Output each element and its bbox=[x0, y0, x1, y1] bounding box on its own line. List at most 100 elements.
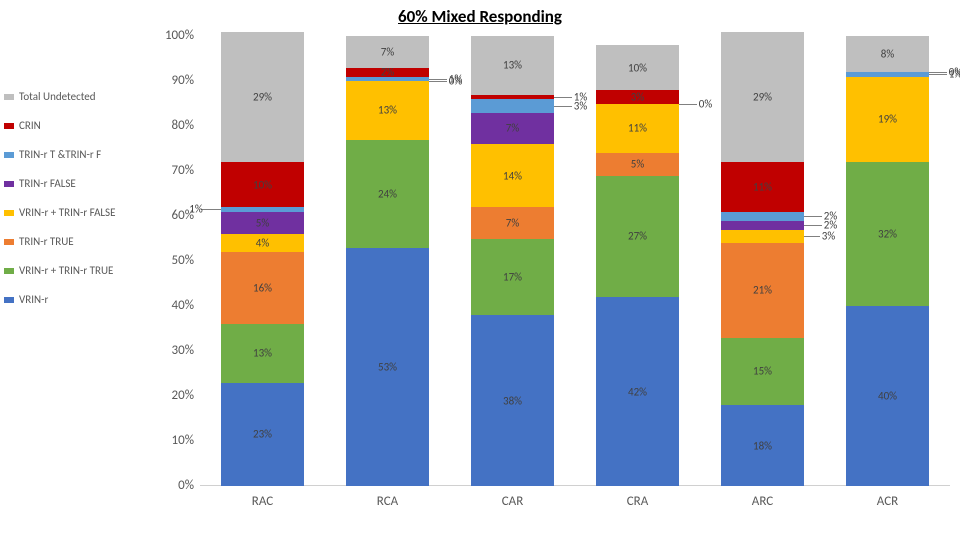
bar-segment: 32% bbox=[846, 162, 929, 306]
bar-segment-label: 3% bbox=[822, 230, 835, 243]
bar-segment: 11% bbox=[721, 162, 804, 212]
y-tick-label: 10% bbox=[152, 433, 194, 448]
legend-item: VRIN-r + TRIN-r TRUE bbox=[4, 264, 152, 277]
bar-segment-label: 15% bbox=[753, 365, 772, 378]
bar-segment-label: 16% bbox=[253, 282, 272, 295]
legend-item: TRIN-r T &TRIN-r F bbox=[4, 148, 152, 161]
bar-segment-label: 10% bbox=[253, 178, 272, 191]
leader-line bbox=[804, 216, 822, 217]
bar-segment-label: 40% bbox=[878, 390, 897, 403]
leader-line bbox=[804, 236, 820, 237]
leader-line bbox=[429, 81, 447, 82]
bar-segment-label: 24% bbox=[378, 187, 397, 200]
bar-segment-label: 5% bbox=[631, 158, 644, 171]
legend-label: TRIN-r TRUE bbox=[19, 235, 74, 248]
bar-segment: 7% bbox=[471, 113, 554, 145]
y-tick-label: 60% bbox=[152, 208, 194, 223]
bar-segment: 7% bbox=[346, 36, 429, 68]
bar-segment: 24% bbox=[346, 140, 429, 248]
bar-segment: 7% bbox=[471, 207, 554, 239]
bar-segment: 2% bbox=[721, 221, 804, 230]
leader-line bbox=[554, 106, 572, 107]
bar-segment: 10% bbox=[596, 45, 679, 90]
y-tick-label: 50% bbox=[152, 253, 194, 268]
bar-segment-label: 7% bbox=[506, 216, 519, 229]
legend-swatch bbox=[4, 181, 14, 187]
legend-label: TRIN-r T &TRIN-r F bbox=[19, 148, 101, 161]
leader-line bbox=[554, 97, 572, 98]
bar-segment-label: 29% bbox=[753, 90, 772, 103]
bar-segment: 38% bbox=[471, 315, 554, 486]
bar-segment-label: 13% bbox=[253, 347, 272, 360]
bar-segment-label: 18% bbox=[753, 439, 772, 452]
bar-segment: 14% bbox=[471, 144, 554, 207]
bar-segment-label: 11% bbox=[753, 180, 772, 193]
bar-segment: 1% bbox=[471, 95, 554, 100]
legend-label: VRIN-r + TRIN-r FALSE bbox=[19, 206, 116, 219]
leader-line bbox=[804, 225, 822, 226]
legend-label: CRIN bbox=[19, 119, 41, 132]
leader-line bbox=[429, 79, 447, 80]
legend-swatch bbox=[4, 152, 14, 158]
bar-segment-label: 7% bbox=[506, 122, 519, 135]
bar-segment: 3% bbox=[721, 230, 804, 244]
bar-segment: 21% bbox=[721, 243, 804, 338]
legend-label: Total Undetected bbox=[19, 90, 96, 103]
chart-title: 60% Mixed Responding bbox=[0, 6, 960, 27]
x-tick-label: RCA bbox=[377, 494, 398, 509]
x-tick-label: ARC bbox=[752, 494, 773, 509]
y-tick-label: 30% bbox=[152, 343, 194, 358]
legend-item: TRIN-r TRUE bbox=[4, 235, 152, 248]
bar-segment-label: 53% bbox=[378, 360, 397, 373]
bar-segment-label: 14% bbox=[503, 169, 522, 182]
bar: 38%17%7%14%7%3%1%13% bbox=[471, 36, 554, 486]
bar-segment-label: 38% bbox=[503, 394, 522, 407]
legend: Total Undetected CRIN TRIN-r T &TRIN-r F TR… bbox=[4, 90, 152, 322]
bar-segment-label: 2% bbox=[824, 210, 837, 223]
bar-segment-label: 13% bbox=[378, 104, 397, 117]
legend-swatch bbox=[4, 210, 14, 216]
legend-label: TRIN-r FALSE bbox=[19, 177, 76, 190]
bar-segment-label: 11% bbox=[628, 122, 647, 135]
bar-segment: 5% bbox=[596, 153, 679, 176]
bar-segment-label: 42% bbox=[628, 385, 647, 398]
bar-segment-label: 5% bbox=[256, 216, 269, 229]
legend-swatch bbox=[4, 94, 14, 100]
bar-segment: 2% bbox=[346, 68, 429, 77]
bar-segment-label: 27% bbox=[628, 230, 647, 243]
bar-segment-label: 17% bbox=[503, 270, 522, 283]
legend-label: VRIN-r bbox=[19, 293, 48, 306]
plot-area: 23%13%16%4%5%1%10%29%53%24%13%0%1%2%7%38… bbox=[200, 36, 950, 486]
bar-segment-label: 32% bbox=[878, 228, 897, 241]
bar-segment: 42% bbox=[596, 297, 679, 486]
y-tick-label: 20% bbox=[152, 388, 194, 403]
bar-segment-label: 0% bbox=[949, 66, 960, 79]
bar-segment: 40% bbox=[846, 306, 929, 486]
bar-segment: 1% bbox=[846, 72, 929, 77]
leader-line bbox=[929, 74, 947, 75]
bar-segment-label: 19% bbox=[878, 113, 897, 126]
x-tick-label: CRA bbox=[627, 494, 649, 509]
bar-segment: 5% bbox=[221, 212, 304, 235]
y-tick-label: 100% bbox=[152, 28, 194, 43]
bar-segment: 15% bbox=[721, 338, 804, 406]
bar-segment: 29% bbox=[721, 32, 804, 163]
bar-segment: 13% bbox=[221, 324, 304, 383]
bar-segment-label: 7% bbox=[381, 45, 394, 58]
bar-segment-label: 23% bbox=[253, 428, 272, 441]
y-tick-label: 70% bbox=[152, 163, 194, 178]
legend-item: CRIN bbox=[4, 119, 152, 132]
legend-label: VRIN-r + TRIN-r TRUE bbox=[19, 264, 113, 277]
x-tick-label: RAC bbox=[252, 494, 273, 509]
legend-item: VRIN-r + TRIN-r FALSE bbox=[4, 206, 152, 219]
bar-segment-label: 29% bbox=[253, 90, 272, 103]
bar: 42%27%5%11%0%3%10% bbox=[596, 45, 679, 486]
bar: 40%32%19%1%0%8% bbox=[846, 36, 929, 486]
legend-item: TRIN-r FALSE bbox=[4, 177, 152, 190]
y-tick-label: 80% bbox=[152, 118, 194, 133]
bar-segment: 8% bbox=[846, 36, 929, 72]
bar-segment: 3% bbox=[471, 99, 554, 113]
legend-item: VRIN-r bbox=[4, 293, 152, 306]
bar-segment: 11% bbox=[596, 104, 679, 154]
y-tick-label: 40% bbox=[152, 298, 194, 313]
